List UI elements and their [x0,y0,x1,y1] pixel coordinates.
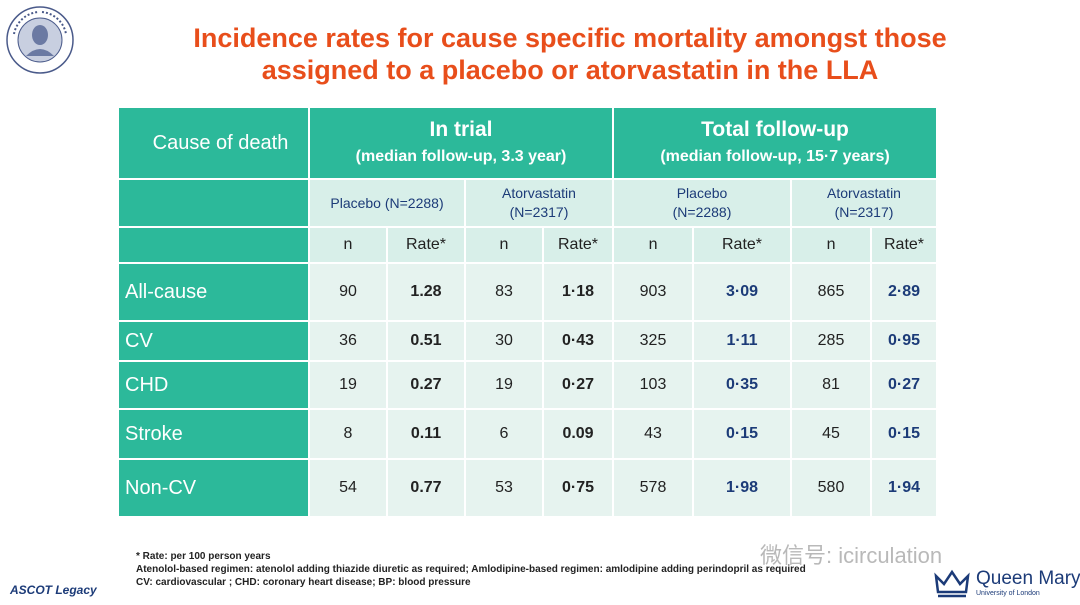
in-trial-title: In trial [429,118,493,141]
table-cell: 0.51 [386,320,466,362]
table-cell: 1·18 [541,262,615,322]
group-header-atorvastatin-total: Atorvastatin (N=2317) [790,178,939,228]
table-cell: 81 [790,360,873,410]
row-label: CV [117,320,310,362]
queen-mary-name: Queen Mary [976,568,1080,589]
table-cell: 0·27 [870,360,939,410]
ascot-legacy-logo: ASCOT Legacy [10,583,97,597]
table-cell: 30 [464,320,544,362]
total-followup-subtitle: (median follow-up, 15·7 years) [660,148,890,165]
group-header-atorvastatin-trial: Atorvastatin (N=2317) [463,178,615,228]
table-cell: 0·43 [541,320,615,362]
table-cell: 1.28 [386,262,466,322]
mortality-table: Cause of death In trial (median follow-u… [117,106,939,518]
title-line-1: Incidence rates for cause specific morta… [193,23,947,53]
table-cell: 1·11 [692,320,793,362]
empty-header-cell [117,178,310,228]
table-cell: 0·75 [541,458,615,518]
group-label: (N=2317) [834,204,894,220]
row-label: All-cause [117,262,310,322]
table-cell: 0.27 [386,360,466,410]
table-cell: 0·35 [692,360,793,410]
table-cell: 865 [790,262,873,322]
row-label: Stroke [117,408,310,460]
table-cell: 578 [612,458,695,518]
table-cell: 6 [464,408,544,460]
group-label: Atorvastatin [502,185,576,201]
table-cell: 580 [790,458,873,518]
group-header-placebo-total: Placebo (N=2288) [612,178,793,228]
table-row: CV 36 0.51 30 0·43 325 1·11 285 0·95 [117,320,939,362]
table-row: Non-CV 54 0.77 53 0·75 578 1·98 580 1·94 [117,458,939,518]
table-cell: 0.09 [541,408,615,460]
table-cell: 2·89 [870,262,939,322]
table-cell: 0·95 [870,320,939,362]
table-cell: 0.11 [386,408,466,460]
n-column-header: n [790,226,873,264]
group-header-placebo-trial: Placebo (N=2288) [308,178,466,228]
william-harvey-logo [6,6,74,74]
total-followup-title: Total follow-up [701,118,849,141]
table-cell: 8 [308,408,388,460]
group-label: Placebo [676,185,728,201]
rate-column-header: Rate* [386,226,466,264]
n-column-header: n [464,226,544,264]
table-cell: 54 [308,458,388,518]
crown-icon [934,569,970,598]
table-cell: 19 [464,360,544,410]
footnote-regimen: Atenolol-based regimen: atenolol adding … [136,564,806,575]
table-cell: 90 [308,262,388,322]
n-column-header: n [612,226,695,264]
in-trial-header: In trial (median follow-up, 3.3 year) [307,106,615,180]
in-trial-subtitle: (median follow-up, 3.3 year) [355,148,567,165]
table-cell: 45 [790,408,873,460]
table-cell: 36 [308,320,388,362]
group-label: (N=2288) [672,204,732,220]
table-cell: 903 [612,262,695,322]
group-label: Atorvastatin [827,185,901,201]
footnotes: * Rate: per 100 person years Atenolol-ba… [136,550,936,589]
table-cell: 325 [612,320,695,362]
rate-column-header: Rate* [692,226,793,264]
table-cell: 43 [612,408,695,460]
table-cell: 0·27 [541,360,615,410]
cause-of-death-header: Cause of death [117,106,310,180]
table-cell: 83 [464,262,544,322]
empty-header-cell [117,226,310,264]
table-row: All-cause 90 1.28 83 1·18 903 3·09 865 2… [117,262,939,322]
table-row: CHD 19 0.27 19 0·27 103 0·35 81 0·27 [117,360,939,410]
table-cell: 1·94 [870,458,939,518]
table-cell: 1·98 [692,458,793,518]
table-cell: 0·15 [870,408,939,460]
n-column-header: n [308,226,388,264]
table-cell: 53 [464,458,544,518]
page-title: Incidence rates for cause specific morta… [120,22,1020,86]
title-line-2: assigned to a placebo or atorvastatin in… [261,55,879,85]
table-cell: 103 [612,360,695,410]
table-cell: 0.77 [386,458,466,518]
row-label: Non-CV [117,458,310,518]
footnote-abbreviations: CV: cardiovascular ; CHD: coronary heart… [136,577,471,588]
table-cell: 285 [790,320,873,362]
wechat-watermark: 微信号: icirculation [760,543,943,568]
footnote-rate: * Rate: per 100 person years [136,551,271,562]
rate-column-header: Rate* [541,226,615,264]
table-cell: 0·15 [692,408,793,460]
queen-mary-logo: Queen Mary University of London [932,566,1080,601]
table-row: Stroke 8 0.11 6 0.09 43 0·15 45 0·15 [117,408,939,460]
table-cell: 19 [308,360,388,410]
total-followup-header: Total follow-up (median follow-up, 15·7 … [612,106,939,180]
rate-column-header: Rate* [870,226,939,264]
row-label: CHD [117,360,310,410]
table-cell: 3·09 [692,262,793,322]
group-label: Placebo (N=2288) [330,194,444,211]
group-label: (N=2317) [509,204,569,220]
queen-mary-subtitle: University of London [976,590,1040,597]
